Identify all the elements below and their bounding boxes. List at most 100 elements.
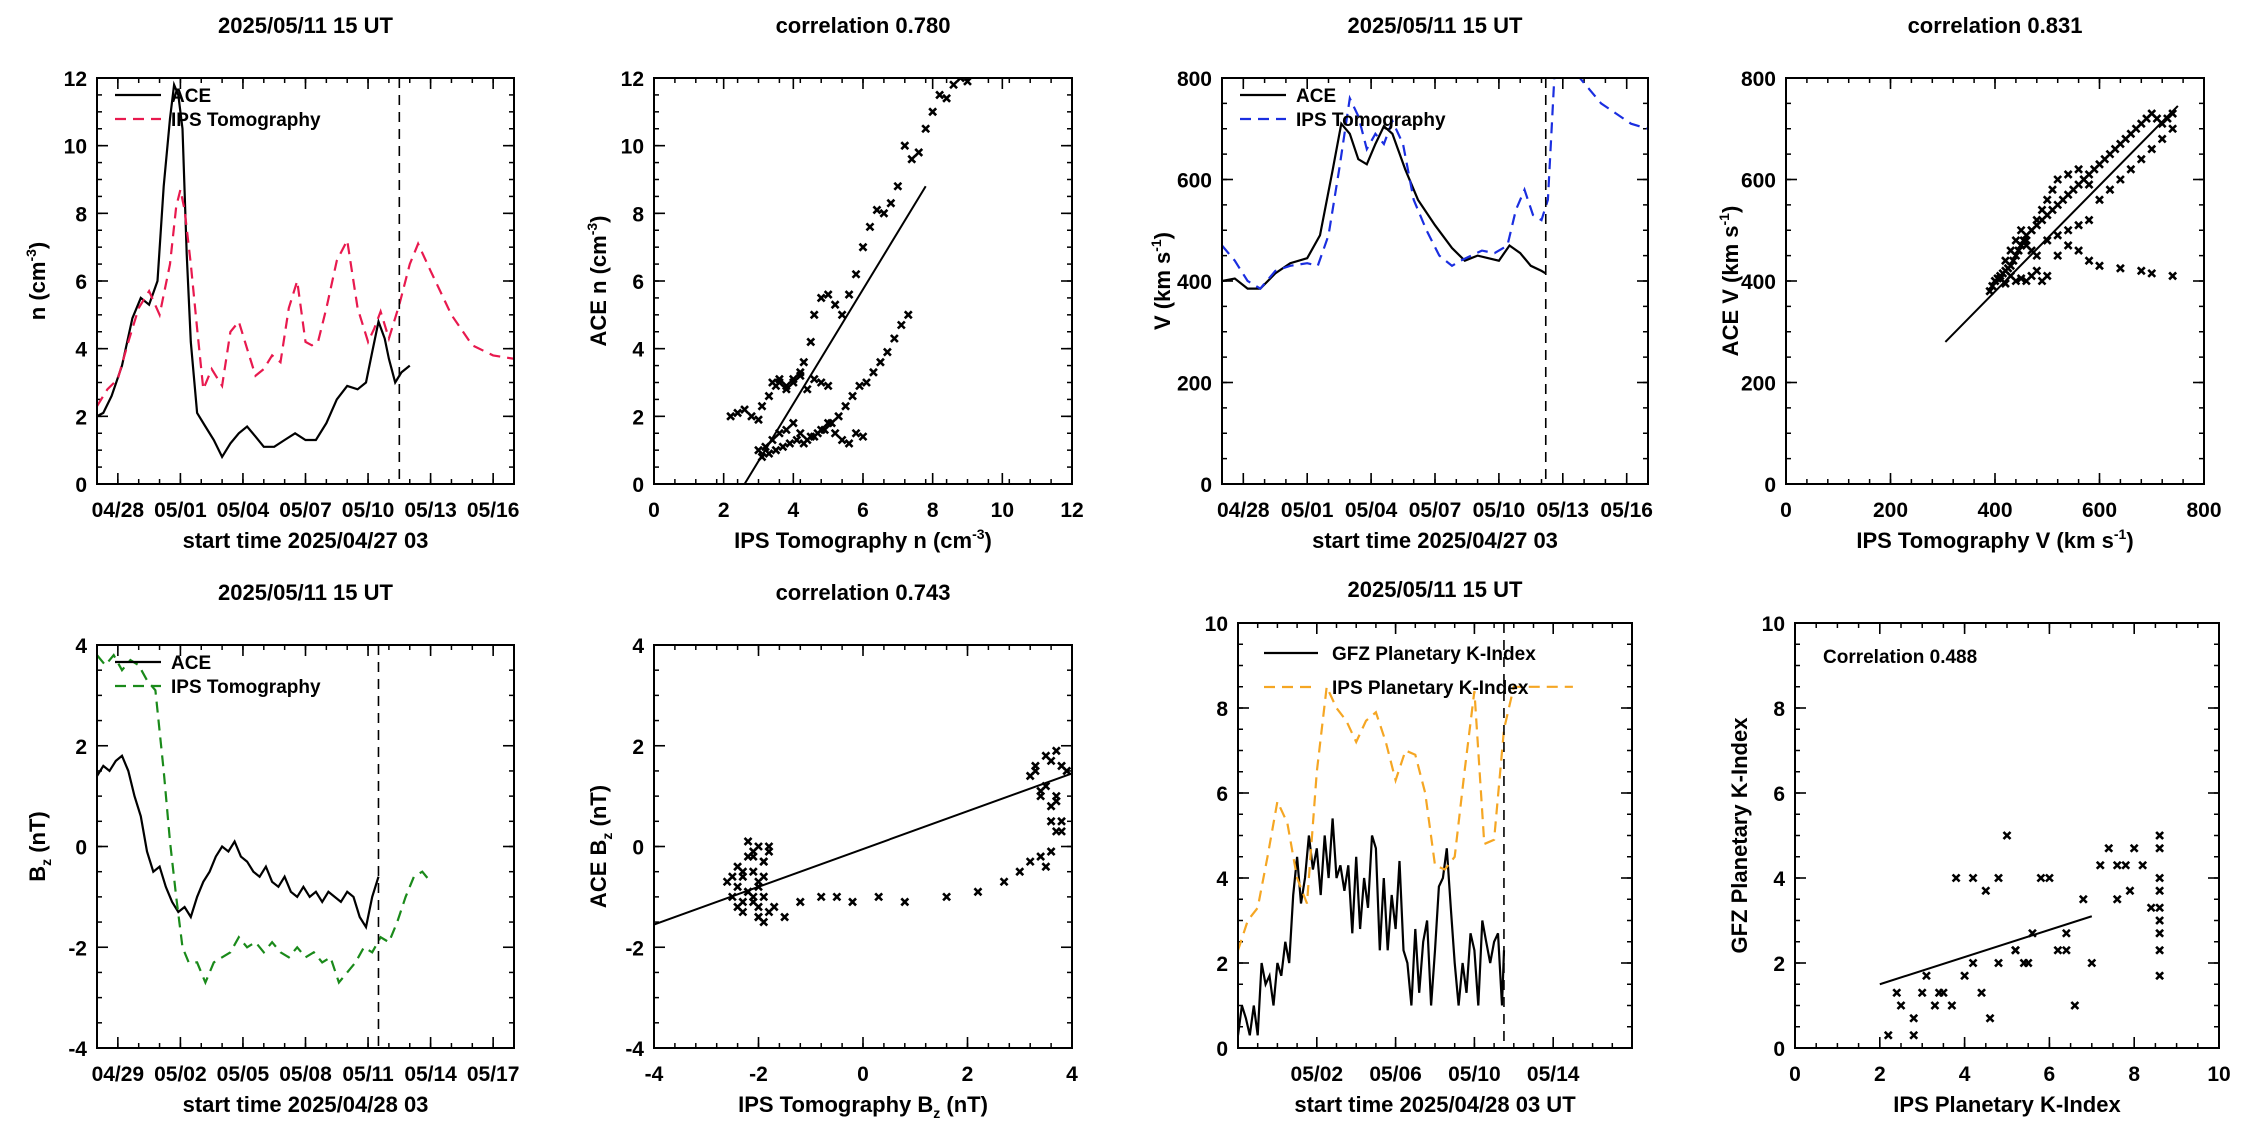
y-axis-label: n (cm-3)	[23, 242, 50, 320]
y-tick-label: 600	[1741, 170, 1776, 193]
scatter-point	[2042, 195, 2052, 205]
x-tick-label: 10	[2207, 1063, 2230, 1086]
scatter-point	[1051, 791, 1061, 801]
plot-frame	[96, 77, 515, 485]
x-tick-label: 0	[857, 1063, 869, 1086]
scatter-point	[869, 367, 878, 377]
scatter-point	[942, 93, 952, 103]
scatter-point	[1909, 1013, 1919, 1023]
scatter-point	[823, 418, 833, 428]
scatter-point	[2023, 958, 2033, 968]
scatter-point	[2112, 894, 2122, 904]
chart-title: 2025/05/11 15 UT	[218, 580, 393, 605]
y-tick-label: 10	[1762, 613, 1785, 636]
x-tick-label: 600	[2082, 499, 2117, 522]
y-tick-label: 8	[632, 203, 644, 226]
correlation-annotation: Correlation 0.488	[1823, 647, 1977, 668]
y-tick-label: -2	[68, 937, 87, 960]
scatter-point	[2036, 873, 2046, 883]
scatter-point	[2078, 894, 2088, 904]
y-tick-label: 4	[632, 635, 644, 658]
scatter-point	[935, 90, 945, 100]
scatter-point	[1025, 857, 1035, 867]
scatter-point	[907, 154, 917, 164]
y-tick-label: 800	[1177, 68, 1212, 91]
scatter-point	[2084, 180, 2094, 189]
x-tick-label: 05/17	[467, 1063, 520, 1086]
scatter-point	[1985, 1013, 1995, 1023]
plot-frame	[1794, 622, 2220, 1049]
x-axis-label: start time 2025/04/27 03	[183, 528, 429, 553]
scatter-point	[785, 438, 795, 448]
chart-panel-3: 2025/05/11 15 UT 04/28 05/01 05/04 05/07 05/1…	[1148, 13, 1653, 553]
y-tick-label: 0	[1764, 474, 1776, 497]
scatter-point	[862, 378, 871, 387]
scatter-point	[2095, 860, 2105, 870]
x-axis-label: start time 2025/04/28 03	[183, 1092, 429, 1117]
y-tick-label: 2	[1216, 953, 1228, 976]
y-tick-label: 0	[1200, 474, 1212, 497]
legend-label: IPS Tomography	[171, 677, 321, 698]
scatter-point	[823, 290, 833, 299]
scatter-point	[889, 334, 899, 343]
scatter-point	[774, 374, 784, 384]
scatter-point	[1994, 873, 2003, 883]
scatter-point	[2044, 873, 2054, 883]
x-tick-label: 05/07	[279, 499, 332, 522]
y-axis-label: Bz (nT)	[25, 811, 54, 882]
scatter-point	[1909, 1030, 1919, 1040]
scatter-point	[949, 80, 958, 90]
x-tick-label: 05/14	[404, 1063, 457, 1086]
y-tick-label: 0	[75, 474, 87, 497]
scatter-point	[1025, 771, 1035, 781]
scatter-point	[2087, 958, 2097, 968]
scatter-point	[2084, 256, 2094, 266]
scatter-point	[1994, 958, 2003, 968]
x-axis-label: start time 2025/04/27 03	[1312, 528, 1558, 553]
scatter-point	[802, 384, 812, 394]
legend-label: IPS Planetary K-Index	[1332, 678, 1529, 699]
x-tick-label: 200	[1873, 499, 1908, 522]
scatter-point	[956, 78, 965, 83]
legend-label: GFZ Planetary K-Index	[1332, 644, 1536, 665]
scatter-point	[816, 293, 826, 303]
scatter-point	[2027, 225, 2036, 235]
x-tick-label: 8	[927, 499, 939, 522]
series-line-2	[97, 653, 432, 986]
scatter-point	[2053, 230, 2063, 240]
x-tick-label: 4	[1959, 1063, 1971, 1086]
scatter-point	[1062, 766, 1072, 776]
x-tick-label: 04/28	[92, 499, 145, 522]
scatter-point	[2053, 175, 2063, 184]
scatter-point	[1046, 816, 1056, 826]
scatter-point	[748, 867, 758, 877]
x-tick-label: 05/02	[1291, 1063, 1344, 1086]
plot-frame	[1237, 622, 1633, 1049]
scatter-point	[2001, 256, 2010, 266]
scatter-point	[2006, 246, 2016, 255]
scatter-point	[2074, 246, 2084, 255]
scatter-point	[1046, 847, 1056, 856]
scatter-point	[2155, 831, 2165, 840]
scatter-point	[2016, 274, 2026, 283]
x-tick-label: 05/01	[1281, 499, 1334, 522]
scatter-point	[851, 428, 861, 438]
y-tick-label: 0	[632, 474, 644, 497]
scatter-point	[809, 310, 819, 320]
scatter-point	[1951, 873, 1961, 883]
scatter-point	[1934, 988, 1944, 998]
scatter-point	[2115, 175, 2125, 184]
y-tick-label: 600	[1177, 170, 1212, 193]
y-tick-label: 12	[621, 68, 644, 91]
y-tick-label: 8	[1216, 698, 1228, 721]
y-axis-label: V (km s-1)	[1148, 232, 1175, 330]
chart-panel-7: 2025/05/11 15 UT 05/02 05/06 05/10 05/14 0 2 4 6…	[1205, 577, 1633, 1117]
scatter-point	[2155, 843, 2165, 853]
legend-label: ACE	[171, 653, 211, 674]
plot-frame	[1221, 77, 1649, 485]
scatter-point	[1990, 276, 2000, 286]
scatter-point	[963, 78, 972, 86]
scatter-point	[788, 418, 798, 428]
scatter-point	[2053, 945, 2063, 955]
x-tick-label: 12	[1060, 499, 1083, 522]
